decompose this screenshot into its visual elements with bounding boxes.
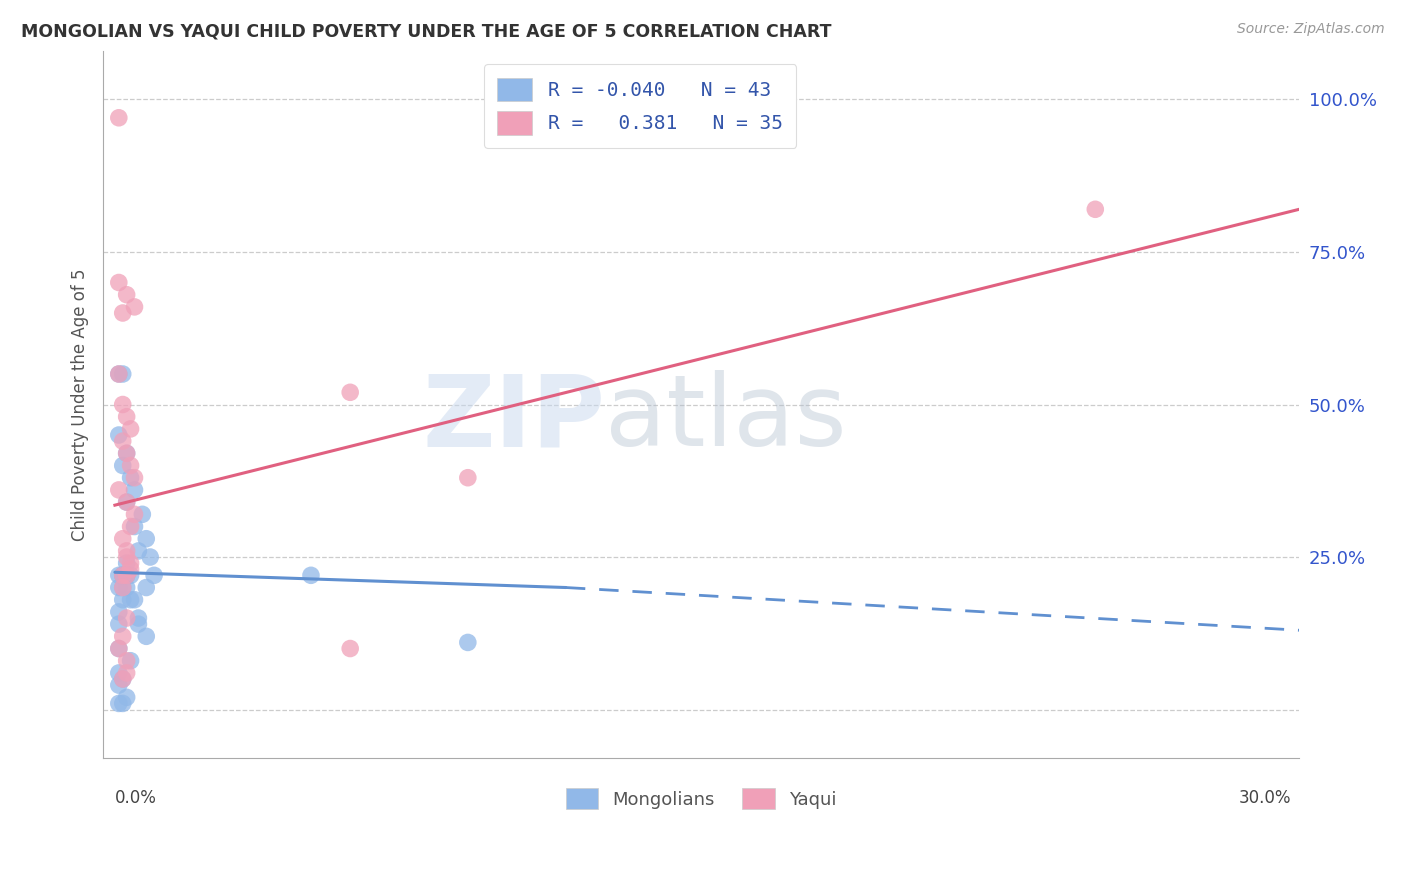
- Point: [108, 581, 131, 595]
- Point: [111, 672, 134, 686]
- Point: [120, 562, 142, 576]
- Text: MONGOLIAN VS YAQUI CHILD POVERTY UNDER THE AGE OF 5 CORRELATION CHART: MONGOLIAN VS YAQUI CHILD POVERTY UNDER T…: [21, 22, 831, 40]
- Point: [135, 532, 157, 546]
- Point: [127, 544, 149, 558]
- Point: [111, 672, 134, 686]
- Point: [120, 568, 142, 582]
- Point: [111, 434, 134, 449]
- Point: [111, 397, 134, 411]
- Point: [124, 508, 146, 522]
- Point: [111, 568, 134, 582]
- Point: [115, 544, 138, 558]
- Point: [111, 592, 134, 607]
- Point: [108, 641, 131, 656]
- Point: [108, 617, 131, 632]
- Point: [115, 287, 138, 301]
- Point: [120, 422, 142, 436]
- Point: [115, 568, 138, 582]
- Text: 0.0%: 0.0%: [115, 789, 156, 807]
- Point: [115, 446, 138, 460]
- Point: [108, 367, 131, 381]
- Point: [143, 568, 166, 582]
- Point: [131, 508, 153, 522]
- Point: [457, 471, 479, 485]
- Point: [115, 495, 138, 509]
- Point: [120, 519, 142, 533]
- Point: [111, 568, 134, 582]
- Text: atlas: atlas: [606, 370, 846, 467]
- Point: [115, 654, 138, 668]
- Point: [124, 483, 146, 497]
- Legend: Mongolians, Yaqui: Mongolians, Yaqui: [558, 781, 844, 816]
- Point: [115, 581, 138, 595]
- Point: [115, 665, 138, 680]
- Point: [111, 458, 134, 473]
- Point: [111, 697, 134, 711]
- Point: [120, 654, 142, 668]
- Point: [139, 549, 162, 564]
- Point: [115, 446, 138, 460]
- Point: [124, 300, 146, 314]
- Point: [1084, 202, 1107, 217]
- Y-axis label: Child Poverty Under the Age of 5: Child Poverty Under the Age of 5: [72, 268, 89, 541]
- Point: [108, 568, 131, 582]
- Point: [115, 611, 138, 625]
- Point: [108, 111, 131, 125]
- Point: [108, 276, 131, 290]
- Point: [108, 678, 131, 692]
- Point: [127, 617, 149, 632]
- Point: [120, 458, 142, 473]
- Point: [111, 581, 134, 595]
- Point: [339, 385, 361, 400]
- Point: [111, 306, 134, 320]
- Point: [108, 367, 131, 381]
- Point: [120, 592, 142, 607]
- Point: [299, 568, 322, 582]
- Point: [111, 367, 134, 381]
- Point: [115, 556, 138, 570]
- Point: [124, 592, 146, 607]
- Text: Source: ZipAtlas.com: Source: ZipAtlas.com: [1237, 22, 1385, 37]
- Point: [108, 641, 131, 656]
- Point: [120, 556, 142, 570]
- Point: [457, 635, 479, 649]
- Point: [115, 495, 138, 509]
- Text: ZIP: ZIP: [423, 370, 606, 467]
- Point: [111, 532, 134, 546]
- Point: [108, 605, 131, 619]
- Point: [115, 549, 138, 564]
- Point: [108, 665, 131, 680]
- Point: [124, 519, 146, 533]
- Point: [127, 611, 149, 625]
- Point: [108, 483, 131, 497]
- Point: [115, 409, 138, 424]
- Point: [124, 471, 146, 485]
- Point: [135, 581, 157, 595]
- Point: [115, 690, 138, 705]
- Point: [111, 629, 134, 643]
- Point: [111, 581, 134, 595]
- Point: [115, 568, 138, 582]
- Point: [111, 568, 134, 582]
- Point: [115, 568, 138, 582]
- Point: [108, 697, 131, 711]
- Point: [135, 629, 157, 643]
- Point: [108, 428, 131, 442]
- Text: 30.0%: 30.0%: [1239, 789, 1291, 807]
- Point: [120, 471, 142, 485]
- Point: [339, 641, 361, 656]
